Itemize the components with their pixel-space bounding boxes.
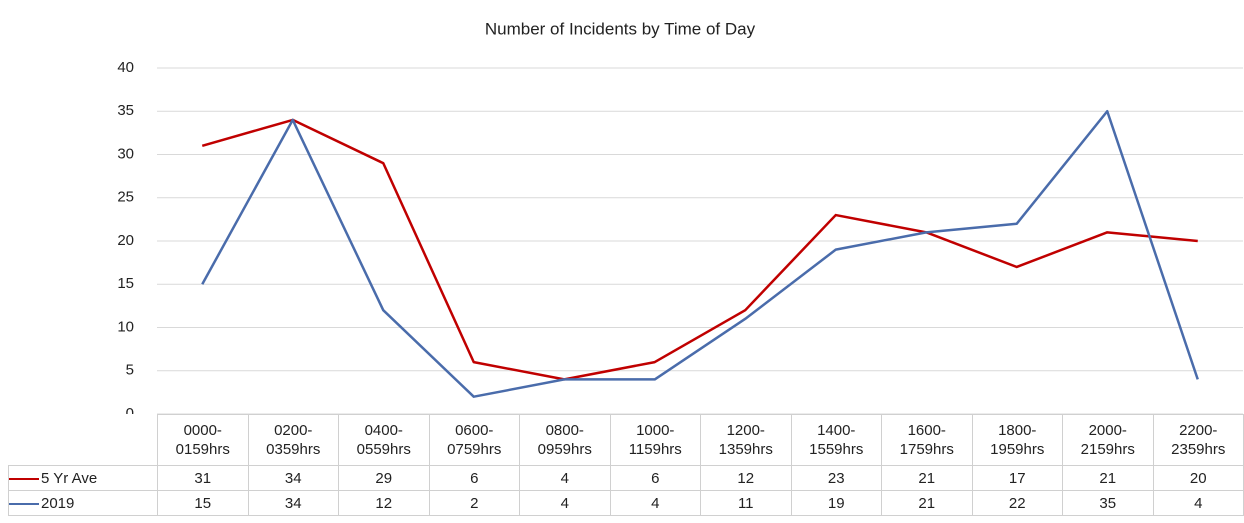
table-value: 6 [428,465,520,491]
category-label: 0600-0759hrs [428,414,520,466]
table-value: 11 [700,490,792,516]
y-tick-label: 0 [126,405,134,414]
y-tick-label: 40 [117,59,134,76]
table-value: 21 [881,490,973,516]
category-label: 0000-0159hrs [157,414,249,466]
legend-label: 5 Yr Ave [41,469,98,487]
table-value: 4 [519,465,611,491]
table-value: 23 [790,465,882,491]
legend-entry: 5 Yr Ave [8,465,158,491]
table-value: 19 [790,490,882,516]
table-value: 4 [609,490,701,516]
series-line [201,118,1198,381]
table-value: 17 [971,465,1063,491]
category-label: 1000-1159hrs [609,414,701,466]
category-label: 2200-2359hrs [1152,414,1244,466]
category-label: 0400-0559hrs [338,414,430,466]
y-tick-label: 25 [117,189,134,206]
legend-swatch [9,477,39,480]
table-value: 35 [1062,490,1154,516]
series-line [201,110,1199,398]
table-value: 34 [247,490,339,516]
table-value: 21 [881,465,973,491]
category-label: 0200-0359hrs [247,414,339,466]
table-value: 4 [519,490,611,516]
table-value: 34 [247,465,339,491]
table-value: 4 [1152,490,1244,516]
table-value: 21 [1062,465,1154,491]
legend-swatch [9,502,39,505]
table-value: 20 [1152,465,1244,491]
category-label: 1800-1959hrs [971,414,1063,466]
legend-label: 2019 [41,494,75,512]
table-value: 29 [338,465,430,491]
table-value: 22 [971,490,1063,516]
table-value: 12 [338,490,430,516]
y-tick-label: 35 [117,102,134,119]
category-label: 1200-1359hrs [700,414,792,466]
table-value: 2 [428,490,520,516]
table-value: 6 [609,465,701,491]
chart: Number of Incidents by Time of Day 0 5 10 1… [117,19,1243,414]
category-label: 0800-0959hrs [519,414,611,466]
chart-title: Number of Incidents by Time of Day [485,19,756,38]
y-tick-label: 15 [117,275,134,292]
category-label: 1600-1759hrs [881,414,973,466]
category-label: 1400-1559hrs [790,414,882,466]
table-value: 31 [157,465,249,491]
table-value: 12 [700,465,792,491]
legend-entry: 2019 [8,490,158,516]
y-tick-label: 30 [117,145,134,162]
category-label: 2000-2159hrs [1062,414,1154,466]
table-value: 15 [157,490,249,516]
blank-cell [9,415,158,466]
y-tick-label: 5 [126,362,134,379]
y-tick-label: 20 [117,232,134,249]
y-tick-label: 10 [117,318,134,335]
data-table: 0000-0159hrs 0200-0359hrs 0400-0559hrs 0600… [8,414,1244,516]
